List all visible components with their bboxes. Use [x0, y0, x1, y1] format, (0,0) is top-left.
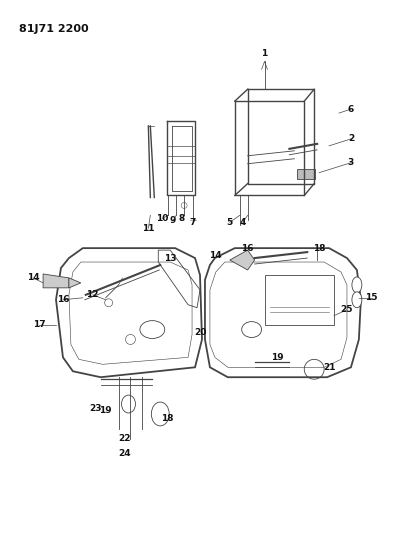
Text: 14: 14 [27, 273, 39, 282]
Text: 25: 25 [341, 305, 353, 314]
Text: 4: 4 [240, 218, 246, 227]
Polygon shape [297, 168, 315, 179]
Text: 16: 16 [57, 295, 69, 304]
Text: 24: 24 [118, 449, 131, 458]
Text: 5: 5 [226, 218, 233, 227]
Text: 17: 17 [33, 320, 45, 329]
Text: 19: 19 [271, 353, 284, 362]
Text: 16: 16 [242, 244, 254, 253]
Ellipse shape [352, 292, 362, 308]
Text: 19: 19 [100, 407, 112, 416]
Text: 9: 9 [170, 216, 176, 225]
Text: 22: 22 [118, 434, 131, 443]
Text: 14: 14 [209, 251, 221, 260]
Text: 23: 23 [90, 405, 102, 414]
Text: 1: 1 [261, 49, 268, 58]
Text: 13: 13 [164, 254, 176, 263]
Text: 7: 7 [190, 218, 196, 227]
Text: 15: 15 [365, 293, 377, 302]
Text: 18: 18 [161, 415, 174, 423]
Polygon shape [230, 250, 255, 270]
Text: 8: 8 [179, 214, 185, 223]
Text: 6: 6 [348, 104, 354, 114]
Polygon shape [69, 278, 81, 288]
Text: 81J71 2200: 81J71 2200 [19, 23, 89, 34]
Text: 11: 11 [142, 224, 154, 233]
Text: 2: 2 [348, 134, 354, 143]
Text: 20: 20 [194, 328, 206, 337]
Text: 21: 21 [323, 363, 336, 372]
Text: 3: 3 [348, 158, 354, 167]
Text: 18: 18 [313, 244, 326, 253]
Text: 12: 12 [86, 290, 99, 300]
Text: 10: 10 [156, 214, 168, 223]
Polygon shape [43, 274, 69, 288]
Ellipse shape [352, 277, 362, 293]
